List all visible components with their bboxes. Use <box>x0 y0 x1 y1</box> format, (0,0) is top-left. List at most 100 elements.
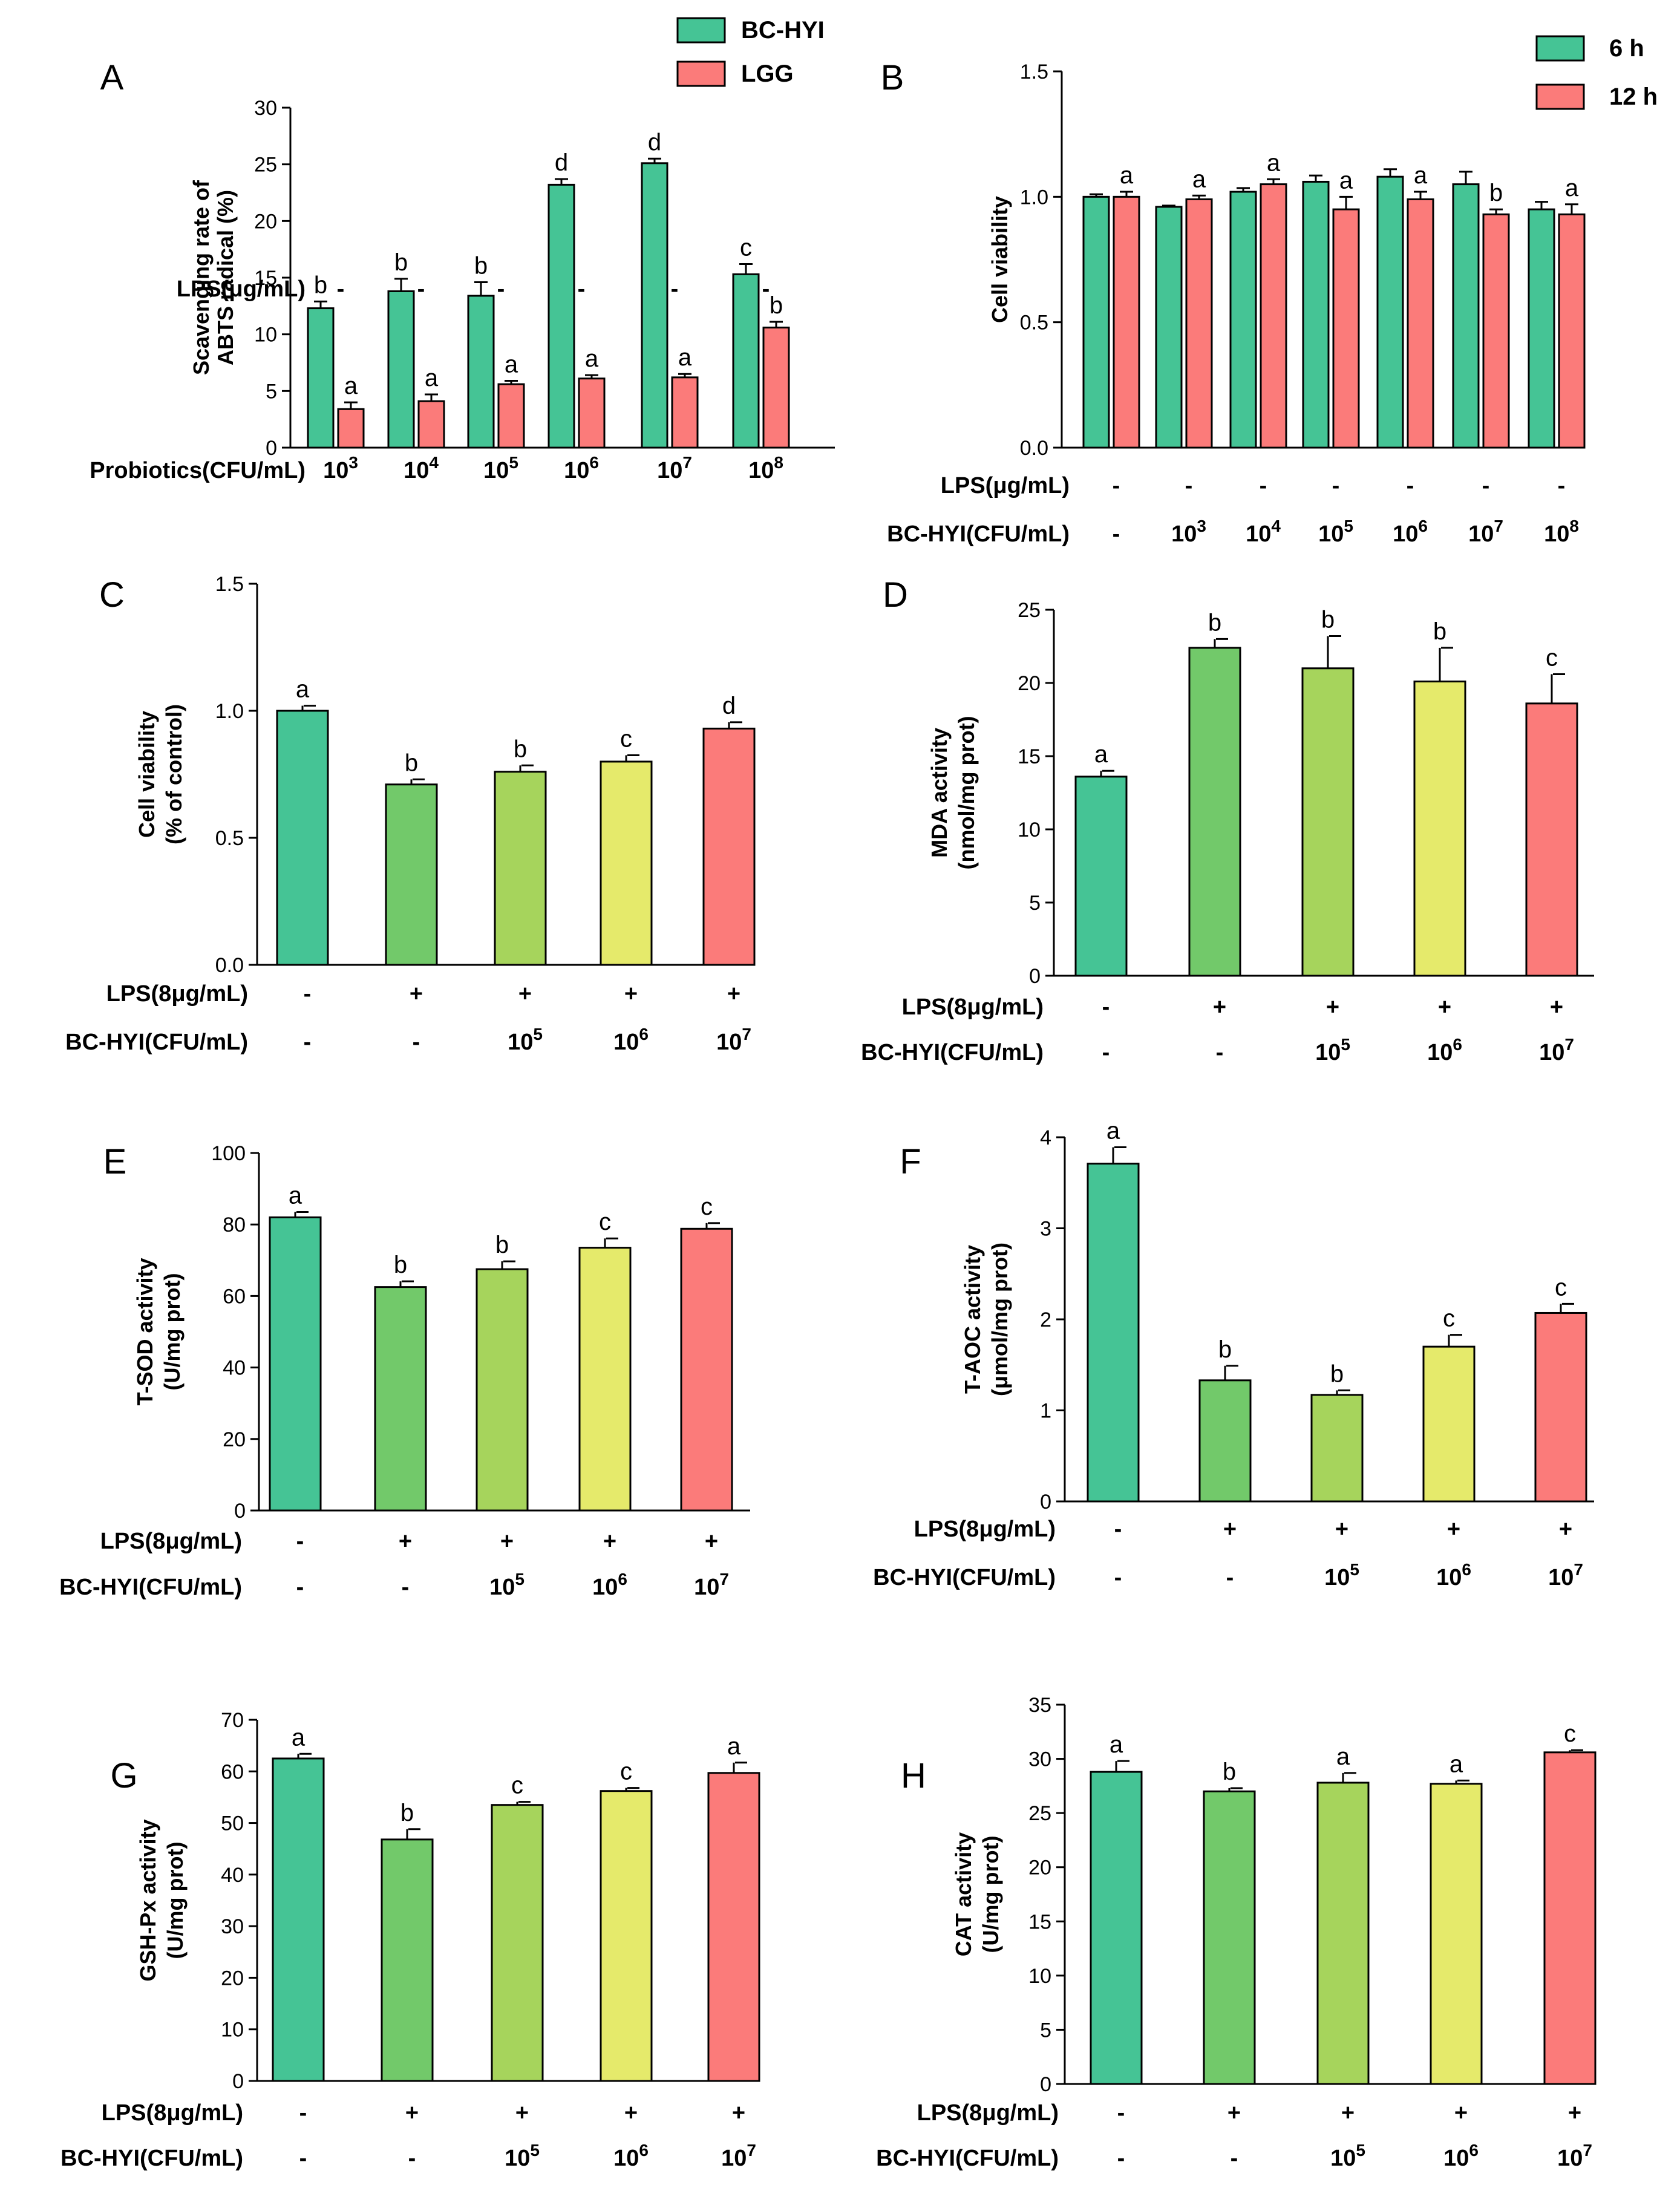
y-tick-label: 1.0 <box>215 700 244 723</box>
significance-label: b <box>474 252 488 279</box>
condition-row-label: BC-HYI(CFU/mL) <box>876 2146 1059 2171</box>
y-tick-label: 25 <box>254 154 277 177</box>
condition-value: 105 <box>1318 517 1353 547</box>
y-tick-label: 20 <box>1028 1857 1051 1880</box>
significance-label: d <box>722 693 736 719</box>
condition-value: - <box>1114 1565 1122 1590</box>
significance-label: a <box>425 365 439 391</box>
condition-value: + <box>399 1529 412 1554</box>
panel-G: G 0 10 20 30 40 50 60 70 GSH-Px activity (U/mg pro… <box>60 1709 760 2171</box>
y-tick-label: 25 <box>1028 1802 1051 1825</box>
condition-value: 107 <box>657 453 692 483</box>
y-tick-label: 0.5 <box>1020 312 1048 335</box>
y-tick-label: 10 <box>1028 1965 1051 1988</box>
condition-value: 106 <box>1436 1560 1471 1590</box>
bar-LGG-1 <box>417 400 445 449</box>
condition-value: 106 <box>613 1025 649 1055</box>
significance-label: b <box>405 750 418 776</box>
condition-value: - <box>1558 473 1566 498</box>
condition-value: - <box>304 1030 312 1055</box>
bar-LGG-3 <box>578 377 606 449</box>
y-tick-label: 0 <box>1040 1491 1051 1514</box>
significance-label: a <box>1450 1751 1463 1777</box>
significance-label: a <box>505 351 518 377</box>
bar-1 <box>1188 647 1241 977</box>
y-tick-label: 1.0 <box>1020 186 1048 209</box>
bar-2 <box>1310 1394 1364 1503</box>
condition-value: 105 <box>489 1570 525 1600</box>
condition-value: - <box>1114 1517 1122 1542</box>
legend-A: BC-HYI LGG <box>676 17 825 87</box>
y-tick-label: 30 <box>221 1915 244 1938</box>
bar-2 <box>1316 1782 1370 2085</box>
significance-label: a <box>585 345 599 372</box>
condition-value: - <box>1113 521 1120 547</box>
significance-label: b <box>1321 607 1335 633</box>
condition-value: + <box>1326 994 1339 1020</box>
bar-4 <box>1534 1311 1587 1503</box>
condition-value: - <box>762 276 770 302</box>
significance-label: a <box>296 676 310 703</box>
y-tick-label: 2 <box>1040 1308 1051 1331</box>
y-tick-label: 20 <box>221 1967 244 1990</box>
bar-6 h-3 <box>1302 180 1330 449</box>
condition-row-label: BC-HYI(CFU/mL) <box>861 1040 1044 1065</box>
condition-value: + <box>1213 994 1226 1020</box>
bar-3 <box>600 760 653 966</box>
bar-4 <box>702 727 756 966</box>
condition-value: + <box>1227 2100 1241 2126</box>
y-tick-label: 1 <box>1040 1400 1051 1423</box>
condition-value: + <box>603 1529 616 1554</box>
condition-row-label: BC-HYI(CFU/mL) <box>873 1565 1056 1590</box>
condition-value: - <box>671 276 679 302</box>
bar-BC-HYI-2 <box>467 295 495 449</box>
panel-label: H <box>901 1756 926 1795</box>
bar-12 h-6 <box>1558 213 1586 449</box>
significance-label: a <box>727 1733 741 1760</box>
y-axis-label: T-AOC activity <box>960 1245 985 1394</box>
y-tick-label: 1.5 <box>1020 60 1048 83</box>
y-tick-label: 15 <box>1028 1910 1051 1933</box>
significance-label: b <box>514 736 527 762</box>
bar-1 <box>374 1286 427 1512</box>
y-tick-label: 20 <box>223 1428 246 1451</box>
condition-value: + <box>1335 1517 1348 1542</box>
y-axis-label: ABTS radical (%) <box>213 190 238 365</box>
condition-value: 104 <box>404 453 439 483</box>
y-tick-label: 35 <box>1028 1694 1051 1717</box>
condition-value: 105 <box>1324 1560 1359 1590</box>
condition-value: 105 <box>1315 1035 1350 1065</box>
y-tick-label: 5 <box>266 380 277 403</box>
condition-value: 107 <box>1548 1560 1583 1590</box>
condition-value: 108 <box>1544 517 1579 547</box>
y-tick-label: 0 <box>1040 2073 1051 2096</box>
significance-label: b <box>400 1800 414 1826</box>
bar-12 h-3 <box>1332 208 1360 449</box>
bar-4 <box>1543 1751 1597 2085</box>
significance-label: b <box>1330 1360 1344 1387</box>
significance-label: a <box>292 1724 306 1751</box>
bar-2 <box>1301 667 1355 977</box>
condition-value: 106 <box>613 2141 649 2171</box>
significance-label: b <box>394 1252 407 1278</box>
bar-12 h-0 <box>1113 195 1140 449</box>
bar-6 h-5 <box>1452 183 1480 449</box>
significance-label: a <box>1414 162 1428 189</box>
significance-label: c <box>599 1209 611 1235</box>
y-tick-label: 80 <box>223 1213 246 1236</box>
condition-value: - <box>304 981 312 1007</box>
panel-label: D <box>883 575 908 615</box>
bar-BC-HYI-5 <box>732 273 760 449</box>
condition-value: - <box>1332 473 1340 498</box>
condition-row-label: BC-HYI(CFU/mL) <box>887 521 1070 547</box>
bar-0 <box>276 710 329 966</box>
condition-value: - <box>1482 473 1490 498</box>
significance-label: a <box>1106 1118 1120 1145</box>
y-axis-label: (U/mg prot) <box>163 1842 188 1959</box>
bar-3 <box>1413 681 1466 977</box>
y-tick-label: 40 <box>223 1357 246 1380</box>
bar-12 h-4 <box>1407 198 1434 449</box>
bar-0 <box>1074 776 1128 977</box>
bar-0 <box>269 1216 322 1512</box>
